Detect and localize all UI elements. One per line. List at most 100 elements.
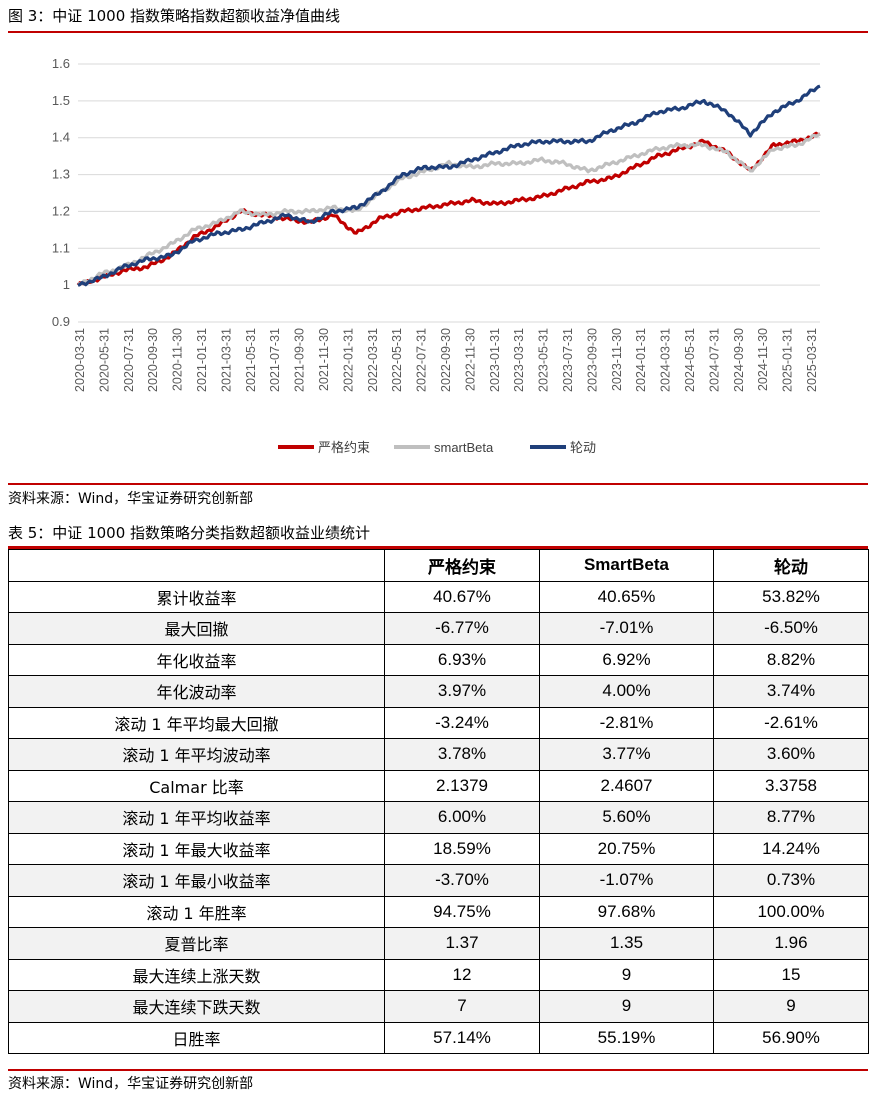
x-tick-label: 2023-07-31 <box>561 328 575 392</box>
metric-name-cell: 滚动 1 年最大收益率 <box>8 832 385 865</box>
x-tick-label: 2020-03-31 <box>73 328 87 392</box>
table-row: Calmar 比率 2.1379 2.4607 3.3758 <box>8 769 869 802</box>
metric-value-cell: 9 <box>539 990 714 1023</box>
legend-label: 轮动 <box>570 440 596 455</box>
x-tick-label: 2025-01-31 <box>781 328 795 392</box>
x-tick-label: 2021-03-31 <box>219 328 233 392</box>
table-header-cell: 轮动 <box>713 549 869 582</box>
metric-value-cell: 3.78% <box>384 738 540 771</box>
figure-caption: 图 3：中证 1000 指数策略指数超额收益净值曲线 <box>8 7 341 25</box>
x-tick-label: 2021-01-31 <box>195 328 209 392</box>
y-tick-label: 0.9 <box>52 314 70 329</box>
x-tick-label: 2022-01-31 <box>341 328 355 392</box>
table-header-row: 严格约束 SmartBeta 轮动 <box>8 549 869 582</box>
metric-value-cell: 9 <box>539 958 714 991</box>
table-row: 滚动 1 年最大收益率 18.59% 20.75% 14.24% <box>8 832 869 865</box>
x-tick-label: 2022-09-30 <box>439 328 453 392</box>
figure-caption-rule <box>8 31 868 33</box>
metric-value-cell: 2.1379 <box>384 769 540 802</box>
table-header-cell: 严格约束 <box>384 549 540 582</box>
metric-value-cell: 1.96 <box>713 927 869 960</box>
metric-value-cell: 1.37 <box>384 927 540 960</box>
x-tick-label: 2021-07-31 <box>268 328 282 392</box>
table-row: 最大回撤 -6.77% -7.01% -6.50% <box>8 612 869 645</box>
metric-value-cell: -6.50% <box>713 612 869 645</box>
table-row: 滚动 1 年平均波动率 3.78% 3.77% 3.60% <box>8 738 869 771</box>
table-caption: 表 5：中证 1000 指数策略分类指数超额收益业绩统计 <box>8 524 371 542</box>
chart-gridlines <box>78 63 820 323</box>
metric-name-cell: 滚动 1 年平均波动率 <box>8 738 385 771</box>
y-tick-label: 1.2 <box>52 203 70 218</box>
chart-y-axis: 0.9 1 1.1 1.2 1.3 1.4 1.5 1.6 <box>52 56 70 329</box>
metric-value-cell: 40.65% <box>539 580 714 613</box>
table-header-cell <box>8 549 385 582</box>
x-tick-label: 2022-11-30 <box>463 328 477 391</box>
metric-value-cell: 0.73% <box>713 864 869 897</box>
x-tick-label: 2023-05-31 <box>537 328 551 392</box>
metric-name-cell: 日胜率 <box>8 1021 385 1054</box>
metric-value-cell: 6.92% <box>539 643 714 676</box>
x-tick-label: 2021-05-31 <box>244 328 258 392</box>
metric-name-cell: 最大连续上涨天数 <box>8 958 385 991</box>
x-tick-label: 2023-09-30 <box>585 328 599 392</box>
x-tick-label: 2020-05-31 <box>97 328 111 392</box>
x-tick-label: 2022-07-31 <box>415 328 429 392</box>
metric-value-cell: -6.77% <box>384 612 540 645</box>
x-tick-label: 2024-11-30 <box>756 328 770 391</box>
y-tick-label: 1.4 <box>52 130 70 145</box>
x-tick-label: 2020-11-30 <box>171 328 185 391</box>
x-tick-label: 2020-07-31 <box>122 328 136 392</box>
metric-value-cell: 3.60% <box>713 738 869 771</box>
legend-label: 严格约束 <box>318 440 370 455</box>
x-tick-label: 2020-09-30 <box>146 328 160 392</box>
y-tick-label: 1.1 <box>52 240 70 255</box>
table-row: 累计收益率 40.67% 40.65% 53.82% <box>8 580 869 613</box>
chart-legend: 严格约束 smartBeta 轮动 <box>278 440 596 455</box>
metric-name-cell: 累计收益率 <box>8 580 385 613</box>
metric-value-cell: -3.70% <box>384 864 540 897</box>
metric-value-cell: 20.75% <box>539 832 714 865</box>
metric-value-cell: 1.35 <box>539 927 714 960</box>
metric-name-cell: Calmar 比率 <box>8 769 385 802</box>
metric-value-cell: 14.24% <box>713 832 869 865</box>
table-row: 日胜率 57.14% 55.19% 56.90% <box>8 1021 869 1054</box>
x-tick-label: 2023-01-31 <box>488 328 502 392</box>
x-tick-label: 2023-11-30 <box>610 328 624 391</box>
y-tick-label: 1.3 <box>52 167 70 182</box>
y-tick-label: 1 <box>63 277 70 292</box>
metric-value-cell: 8.82% <box>713 643 869 676</box>
y-tick-label: 1.5 <box>52 93 70 108</box>
table-row: 滚动 1 年平均收益率 6.00% 5.60% 8.77% <box>8 801 869 834</box>
metric-value-cell: 3.3758 <box>713 769 869 802</box>
metric-value-cell: 2.4607 <box>539 769 714 802</box>
chart-x-axis: 2020-03-31 2020-05-31 2020-07-31 2020-09-30… <box>73 328 819 392</box>
metric-value-cell: 55.19% <box>539 1021 714 1054</box>
table-source: 资料来源：Wind，华宝证券研究创新部 <box>8 1076 254 1092</box>
table-row: 年化收益率 6.93% 6.92% 8.82% <box>8 643 869 676</box>
metric-value-cell: 7 <box>384 990 540 1023</box>
x-tick-label: 2024-07-31 <box>707 328 721 392</box>
figure-source: 资料来源：Wind，华宝证券研究创新部 <box>8 491 254 507</box>
metric-name-cell: 滚动 1 年平均收益率 <box>8 801 385 834</box>
x-tick-label: 2022-05-31 <box>390 328 404 392</box>
series-line-1 <box>77 132 821 286</box>
x-tick-label: 2023-03-31 <box>512 328 526 392</box>
series-line-0 <box>76 131 821 287</box>
metric-name-cell: 滚动 1 年最小收益率 <box>8 864 385 897</box>
x-tick-label: 2024-03-31 <box>659 328 673 392</box>
metric-name-cell: 夏普比率 <box>8 927 385 960</box>
series-line-2 <box>77 84 821 287</box>
metric-value-cell: 6.00% <box>384 801 540 834</box>
metric-value-cell: -2.61% <box>713 706 869 739</box>
x-tick-label: 2024-05-31 <box>683 328 697 392</box>
x-tick-label: 2025-03-31 <box>805 328 819 392</box>
metric-value-cell: -3.24% <box>384 706 540 739</box>
figure-bottom-rule <box>8 483 868 485</box>
excess-return-line-chart: 0.9 1 1.1 1.2 1.3 1.4 1.5 1.6 2020-03-31 2020-05… <box>52 56 821 455</box>
metric-value-cell: 6.93% <box>384 643 540 676</box>
x-tick-label: 2021-11-30 <box>317 328 331 391</box>
table-bottom-rule <box>8 1069 868 1071</box>
table-header-cell: SmartBeta <box>539 549 714 582</box>
metric-value-cell: 18.59% <box>384 832 540 865</box>
y-tick-label: 1.6 <box>52 56 70 71</box>
